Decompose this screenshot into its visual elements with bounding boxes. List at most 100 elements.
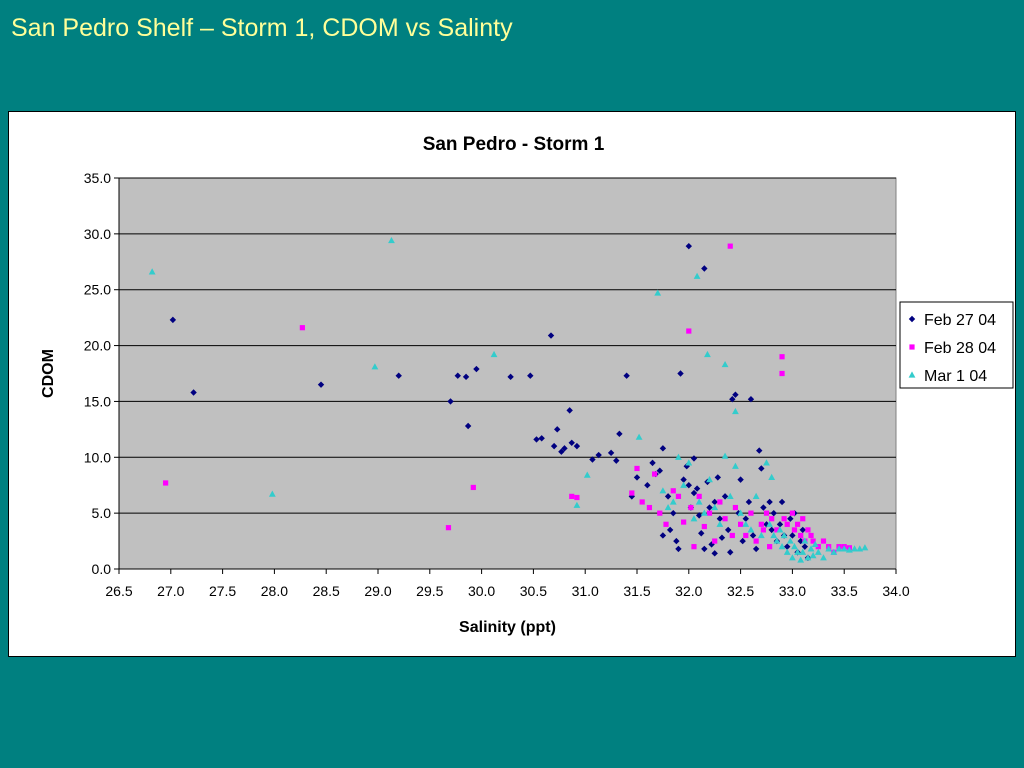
data-point [717, 499, 723, 505]
data-point [527, 372, 534, 379]
data-point [738, 521, 744, 527]
data-point [805, 527, 811, 533]
data-point [769, 516, 775, 522]
legend-item: Mar 1 04 [908, 368, 987, 385]
data-point [807, 545, 815, 552]
data-point [737, 509, 744, 516]
data-point [395, 372, 402, 379]
data-point [700, 509, 708, 516]
data-point [675, 453, 682, 460]
data-point [789, 532, 796, 539]
y-tick-label: 15.0 [84, 393, 111, 409]
data-point [768, 526, 775, 534]
data-point [760, 527, 766, 533]
data-point [607, 449, 615, 457]
data-point [613, 457, 620, 464]
data-point [680, 476, 687, 483]
data-point [490, 350, 498, 358]
data-point [561, 445, 568, 452]
data-point [814, 548, 822, 555]
data-point [583, 471, 591, 478]
data-point [808, 532, 814, 539]
data-point [835, 545, 843, 552]
data-point [747, 395, 755, 403]
data-point [573, 442, 581, 450]
data-point [791, 527, 798, 533]
chart-title: San Pedro - Storm 1 [423, 134, 605, 155]
data-point [778, 543, 786, 550]
data-point [669, 498, 677, 505]
data-point [830, 548, 838, 555]
data-point [538, 435, 545, 442]
data-point [712, 538, 718, 544]
data-point [739, 537, 746, 545]
x-tick-label: 27.5 [209, 583, 236, 599]
x-tick-label: 33.0 [779, 583, 806, 599]
data-point [745, 498, 753, 506]
x-tick-label: 32.0 [675, 583, 702, 599]
data-point [268, 490, 276, 497]
data-point [659, 532, 667, 539]
data-point [770, 531, 778, 539]
data-point [473, 365, 480, 373]
x-tick-label: 33.5 [831, 583, 858, 599]
data-point [767, 544, 773, 550]
data-point [595, 451, 602, 459]
data-point [743, 532, 749, 539]
data-point [721, 360, 729, 368]
data-point [628, 493, 636, 500]
chart-frame: San Pedro - Storm 1 26.5 27.0 27.5 28.0 28.5… [8, 111, 1016, 657]
data-point [623, 372, 630, 379]
data-point [169, 316, 177, 324]
data-point [756, 447, 763, 454]
data-point [148, 268, 156, 275]
data-point [680, 481, 688, 488]
y-axis: 0.0 5.0 10.0 15.0 20.0 25.0 30.0 35.0 [84, 170, 120, 577]
data-point [732, 391, 739, 398]
x-tick-label: 29.0 [364, 583, 391, 599]
data-point [659, 487, 667, 494]
data-point [693, 272, 701, 279]
data-point [688, 504, 694, 511]
data-point [673, 537, 680, 545]
data-point [781, 516, 787, 522]
data-point [747, 526, 755, 533]
data-point [729, 532, 735, 539]
data-point [646, 504, 653, 511]
data-point [776, 526, 784, 533]
data-point [760, 504, 767, 511]
scatter-chart: San Pedro - Storm 1 26.5 27.0 27.5 28.0 28.5… [40, 134, 1014, 636]
data-point [861, 544, 869, 551]
data-point [685, 242, 692, 250]
data-point [634, 465, 640, 472]
data-point [851, 545, 858, 552]
x-tick-label: 27.0 [157, 583, 184, 599]
data-point [789, 554, 796, 561]
data-point [568, 439, 575, 446]
data-point [629, 490, 635, 496]
data-point [820, 554, 827, 561]
data-point [757, 531, 765, 539]
y-tick-label: 0.0 [92, 561, 112, 577]
data-point [664, 503, 672, 511]
data-point [696, 493, 702, 499]
x-tick-label: 31.5 [623, 583, 650, 599]
data-point [726, 492, 734, 499]
data-point [840, 545, 848, 552]
data-point [763, 510, 770, 516]
data-point [445, 525, 452, 531]
data-point [566, 407, 573, 414]
y-axis-title: CDOM [40, 349, 57, 398]
y-tick-label: 5.0 [92, 505, 112, 521]
data-point [547, 332, 555, 339]
x-tick-label: 28.5 [313, 583, 340, 599]
slide-title: San Pedro Shelf – Storm 1, CDOM vs Salin… [11, 14, 513, 42]
data-point [706, 476, 713, 483]
x-tick-label: 28.0 [261, 583, 288, 599]
data-point [163, 480, 169, 486]
data-point [735, 509, 742, 517]
data-point [804, 554, 812, 561]
x-axis-title: Salinity (ppt) [459, 619, 556, 636]
data-point [666, 526, 674, 534]
data-point [462, 373, 470, 381]
